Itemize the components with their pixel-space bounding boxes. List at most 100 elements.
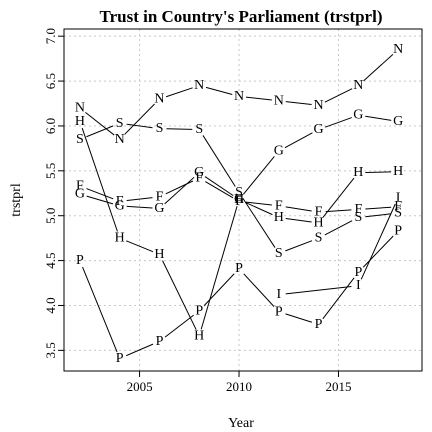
- point-g: G: [314, 122, 324, 137]
- series-line-i: [360, 203, 396, 280]
- point-g: G: [115, 198, 125, 213]
- point-p: P: [156, 334, 164, 349]
- x-axis-label: Year: [228, 416, 254, 431]
- series-line-f: [245, 201, 272, 206]
- series-line-s: [166, 128, 193, 130]
- point-s: S: [394, 206, 402, 221]
- series-line-s: [242, 197, 276, 248]
- point-n: N: [115, 132, 125, 147]
- series-line-n: [285, 101, 312, 106]
- series-line-p: [203, 273, 235, 307]
- x-tick-label: 2010: [226, 379, 252, 394]
- y-tick-label: 3.5: [43, 342, 58, 358]
- point-s: S: [76, 132, 84, 147]
- series-line-g: [164, 176, 195, 205]
- series-line-n: [363, 53, 394, 82]
- point-h: H: [194, 328, 204, 343]
- series-line-f: [365, 206, 392, 210]
- point-i: I: [276, 287, 281, 302]
- point-f: F: [156, 189, 164, 204]
- series-line-s: [86, 125, 114, 138]
- point-f: F: [275, 198, 283, 213]
- point-i: I: [356, 278, 361, 293]
- point-p: P: [354, 265, 362, 280]
- point-n: N: [393, 42, 403, 57]
- point-f: F: [315, 205, 323, 220]
- point-n: N: [194, 78, 204, 93]
- y-tick-label: 5.5: [43, 163, 58, 179]
- series-line-h: [81, 127, 118, 232]
- series-line-p: [285, 313, 313, 323]
- series-line-n: [324, 88, 353, 103]
- series-line-p: [164, 314, 194, 338]
- point-i: I: [396, 190, 401, 205]
- series-lines: [81, 53, 396, 357]
- point-f: F: [394, 199, 402, 214]
- point-h: H: [393, 164, 403, 179]
- point-s: S: [315, 231, 323, 246]
- series-line-p: [322, 277, 355, 320]
- point-s: S: [275, 246, 283, 261]
- y-tick-label: 6.5: [43, 73, 58, 89]
- series-line-g: [204, 176, 234, 197]
- series-line-f: [205, 181, 234, 199]
- point-p: P: [275, 304, 283, 319]
- point-n: N: [353, 78, 363, 93]
- y-tick-label: 4.5: [43, 252, 58, 268]
- point-h: H: [353, 165, 363, 180]
- point-h: H: [274, 210, 284, 225]
- series-line-h: [365, 171, 392, 173]
- point-f: F: [76, 179, 84, 194]
- x-tick-label: 2015: [325, 379, 351, 394]
- grid: [64, 29, 422, 371]
- series-line-g: [86, 195, 114, 205]
- point-g: G: [154, 201, 164, 216]
- point-g: G: [234, 192, 244, 207]
- point-f: F: [195, 171, 203, 186]
- point-p: P: [394, 223, 402, 238]
- y-tick-label: 5.0: [43, 208, 58, 224]
- axes: 2005 2010 2015 3.5 4.0 4.5 5.0 5.5 6.0 6.5 7.0: [43, 28, 351, 394]
- series-line-f: [285, 206, 312, 212]
- point-p: P: [116, 351, 124, 366]
- point-p: P: [235, 261, 243, 276]
- series-line-g: [324, 117, 352, 128]
- series-line-p: [82, 266, 118, 353]
- series-line-p: [362, 235, 394, 268]
- point-p: P: [76, 253, 84, 268]
- series-line-h: [322, 177, 355, 218]
- series-line-n: [124, 103, 155, 135]
- point-n: N: [75, 100, 85, 115]
- series-line-s: [365, 213, 392, 218]
- series-line-h: [245, 201, 273, 216]
- series-line-h: [285, 217, 312, 223]
- point-h: H: [154, 247, 164, 262]
- y-tick-label: 4.0: [43, 297, 58, 313]
- point-p: P: [315, 317, 323, 332]
- series-line-g: [284, 132, 313, 149]
- point-g: G: [274, 144, 284, 159]
- point-s: S: [116, 116, 124, 131]
- point-f: F: [116, 194, 124, 209]
- point-f: F: [235, 194, 243, 209]
- series-line-h: [162, 260, 197, 330]
- series-line-g: [126, 205, 153, 209]
- series-line-f: [325, 209, 352, 213]
- point-g: G: [75, 187, 85, 202]
- series-line-s: [126, 123, 153, 129]
- point-s: S: [195, 122, 203, 137]
- series-line-n: [205, 86, 233, 95]
- series-line-f: [86, 188, 114, 200]
- series-line-i: [285, 286, 352, 295]
- chart-title: Trust in Country's Parliament (trstprl): [100, 7, 383, 26]
- point-h: H: [115, 231, 125, 246]
- point-s: S: [235, 185, 243, 200]
- series-line-n: [85, 111, 115, 136]
- series-line-s: [202, 135, 236, 187]
- series-line-s: [285, 240, 313, 252]
- series-line-f: [165, 180, 194, 195]
- point-g: G: [353, 108, 363, 123]
- series-line-n: [165, 87, 193, 98]
- plot-frame: [63, 28, 423, 372]
